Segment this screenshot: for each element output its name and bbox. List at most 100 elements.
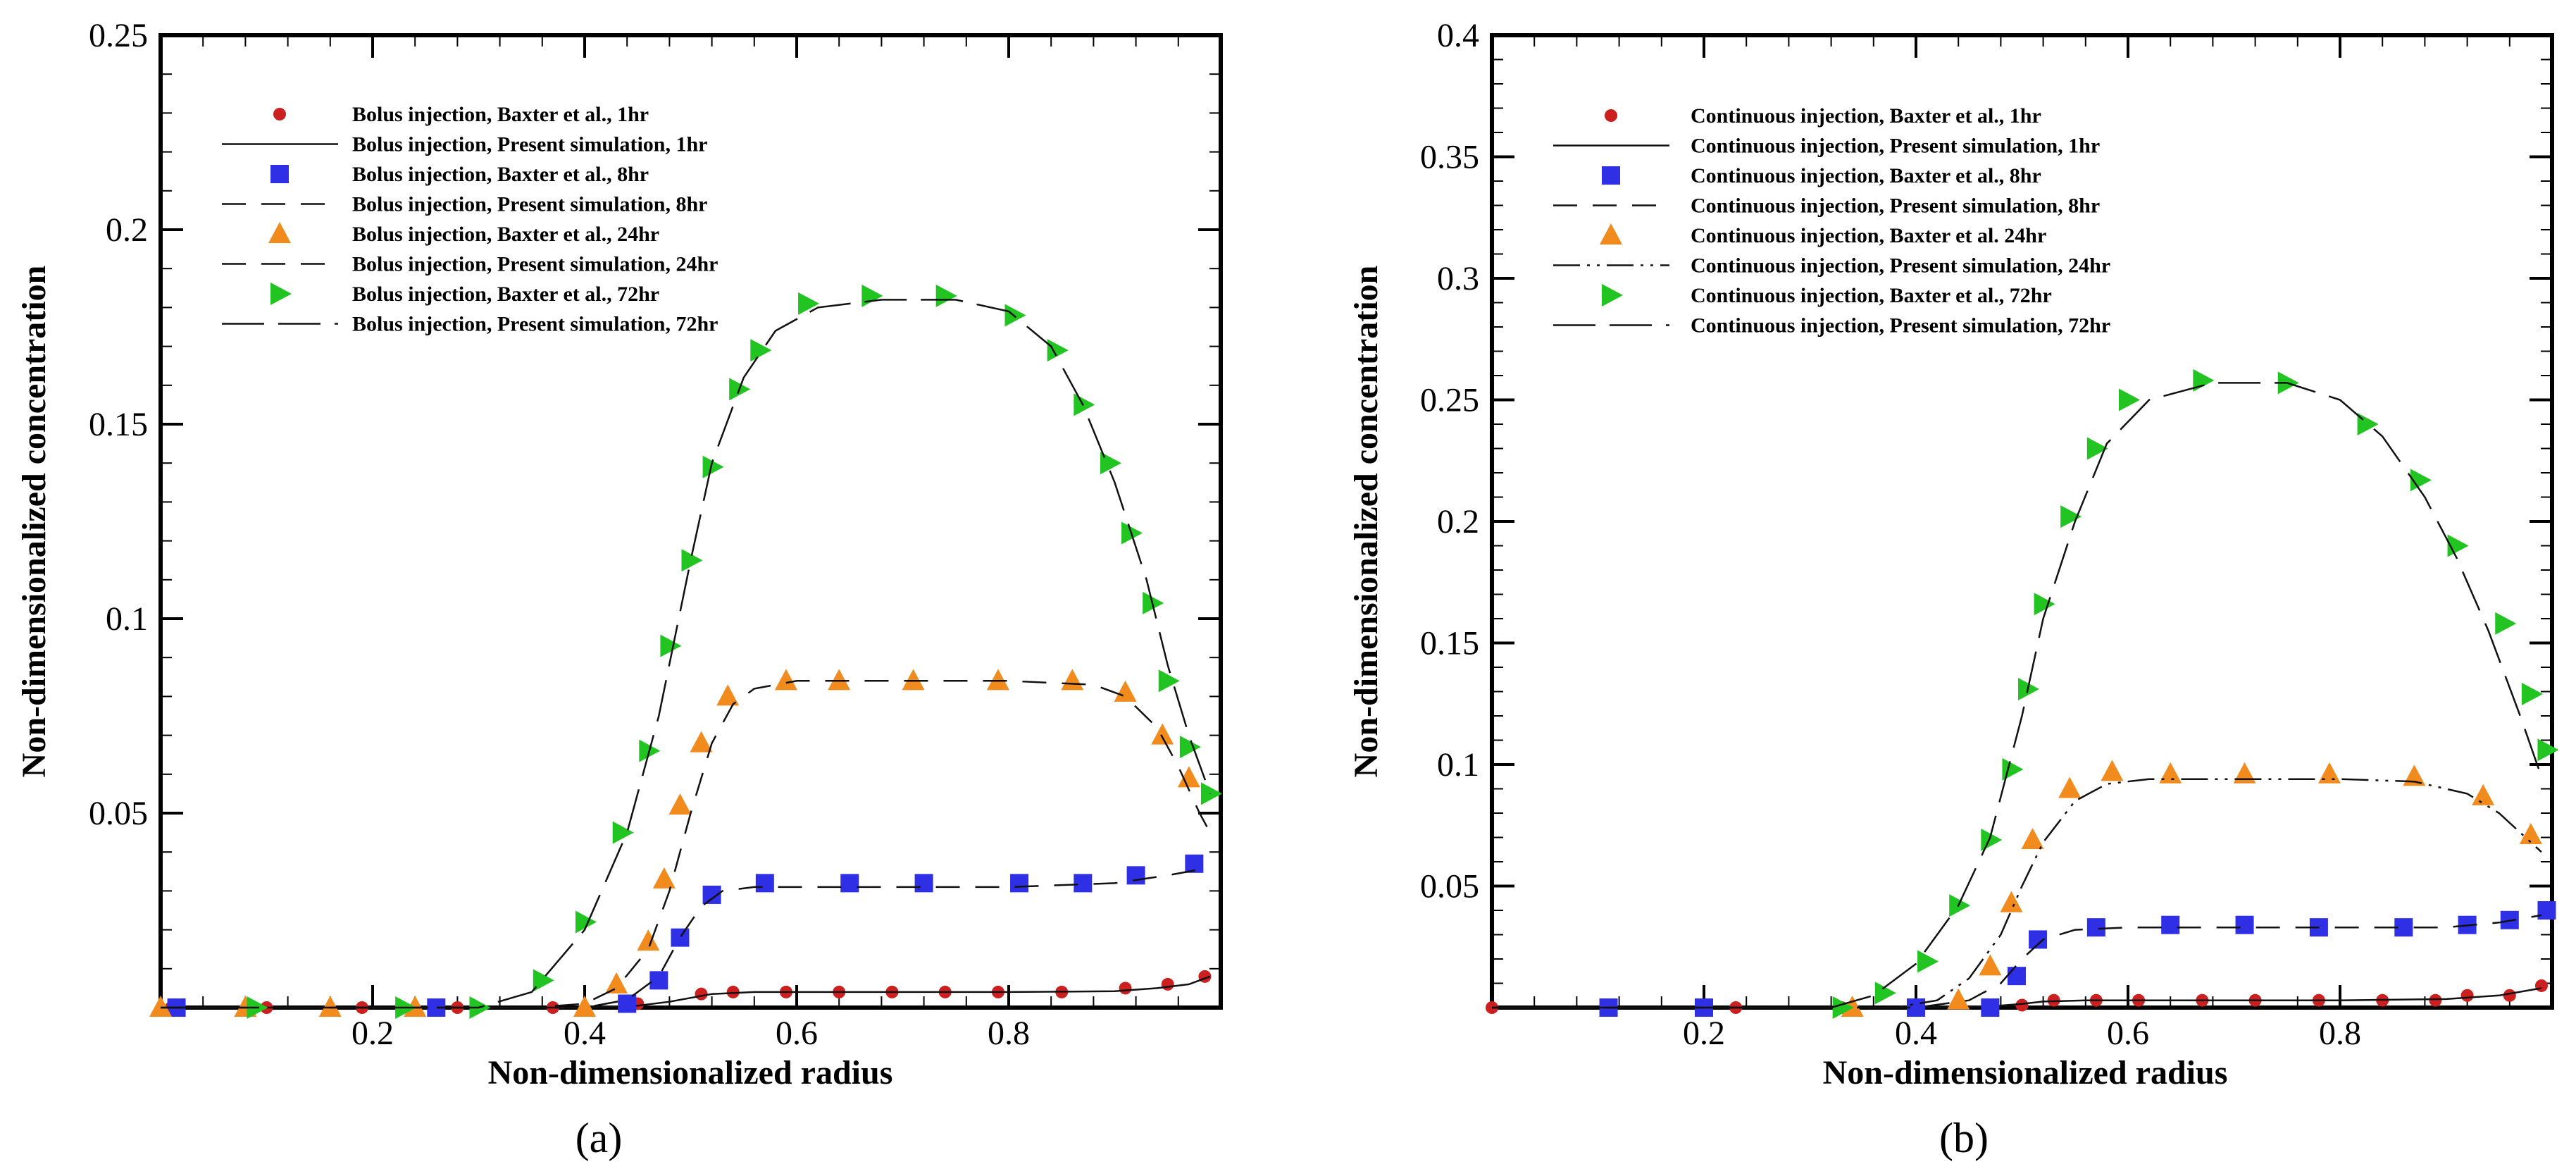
- legend-entry: Continuous injection, Present simulation…: [1691, 254, 2110, 278]
- legend-entry: Continuous injection, Baxter et al., 72h…: [1691, 284, 2052, 307]
- x-tick-label: 0.2: [1683, 1015, 1725, 1052]
- legend-entry: Continuous injection, Present simulation…: [1691, 194, 2100, 218]
- data-point: [1179, 736, 1201, 759]
- y-tick-label: 0.05: [89, 795, 148, 832]
- series-line: [161, 975, 1211, 1009]
- legend-swatch: [1602, 284, 1623, 307]
- data-point: [681, 549, 703, 572]
- data-point: [2007, 967, 2026, 986]
- data-point: [1074, 393, 1095, 416]
- data-point: [1161, 977, 1174, 991]
- series-7: [1832, 369, 2559, 1019]
- data-point: [1158, 669, 1180, 693]
- data-point: [2537, 738, 2559, 762]
- data-point: [2159, 762, 2182, 784]
- legend-entry: Bolus injection, Present simulation, 8hr: [352, 193, 707, 216]
- data-point: [828, 669, 851, 691]
- data-point: [2086, 918, 2105, 937]
- data-point: [2495, 612, 2517, 635]
- series-line: [161, 299, 1212, 1009]
- data-point: [2002, 757, 2024, 781]
- data-point: [695, 987, 708, 1001]
- data-point: [726, 985, 740, 998]
- data-point: [2021, 827, 2044, 849]
- data-point: [1947, 988, 1970, 1010]
- series-line: [161, 867, 1211, 1009]
- data-point: [149, 996, 172, 1017]
- data-point: [1074, 874, 1093, 893]
- data-point: [914, 874, 933, 893]
- series-4: [161, 867, 1211, 1009]
- legend-entry: Bolus injection, Baxter et al., 1hr: [352, 103, 649, 126]
- data-point: [2521, 682, 2543, 705]
- data-point: [533, 969, 554, 992]
- data-point: [1119, 982, 1132, 995]
- series-6: [161, 680, 1212, 1009]
- data-point: [774, 669, 797, 691]
- data-point: [1004, 304, 1026, 327]
- y-tick-label: 0.05: [1420, 868, 1479, 905]
- legend-swatch: [270, 283, 292, 305]
- data-point: [2101, 760, 2124, 781]
- y-axis-title: Non-dimensionalized concentration: [1348, 266, 1385, 778]
- data-point: [1114, 680, 1137, 702]
- data-point: [1874, 982, 1896, 1005]
- data-point: [755, 874, 774, 893]
- data-point: [2537, 901, 2556, 920]
- series-line: [161, 680, 1212, 1009]
- data-point: [2235, 915, 2254, 934]
- legend-entry: Continuous injection, Baxter et al., 1hr: [1691, 104, 2041, 128]
- data-point: [618, 994, 637, 1013]
- series-8: [1492, 382, 2543, 1009]
- data-point: [605, 972, 628, 994]
- x-tick-label: 0.8: [2319, 1015, 2361, 1052]
- panel-b: 0.2 0.4 0.6 0.8 0.05 0.1 0.15 0.2 0.25 0.3 0.35 0.4…: [1348, 17, 2559, 1161]
- panel-label: (b): [1939, 1115, 1989, 1161]
- data-point: [2161, 915, 2180, 934]
- y-tick-label: 0.1: [106, 600, 148, 638]
- data-point: [702, 455, 724, 478]
- data-point: [2317, 762, 2341, 784]
- series-5: [1841, 760, 2542, 1017]
- y-tick-label: 0.2: [1437, 503, 1479, 540]
- data-point: [2519, 823, 2542, 845]
- y-axis-title: Non-dimensionalized concentration: [15, 266, 53, 778]
- x-tick-label: 0.8: [988, 1015, 1030, 1052]
- data-point: [1979, 954, 2002, 976]
- data-point: [2000, 891, 2023, 912]
- legend-entry: Bolus injection, Baxter et al., 8hr: [352, 163, 649, 186]
- data-point: [750, 339, 772, 362]
- legend-swatch: [1600, 223, 1622, 245]
- data-point: [612, 821, 634, 844]
- series-2: [161, 975, 1211, 1009]
- series-7: [247, 284, 1222, 1019]
- data-point: [798, 292, 820, 315]
- legend-swatch: [1602, 166, 1620, 185]
- x-tick-label: 0.4: [1895, 1015, 1937, 1052]
- y-tick-label: 0.35: [1420, 139, 1479, 176]
- series-line: [1492, 382, 2543, 1009]
- plot-frame: [158, 33, 1223, 1010]
- data-point: [1949, 894, 1971, 917]
- data-point: [660, 634, 682, 657]
- data-point: [1832, 996, 1854, 1019]
- data-point: [671, 928, 690, 947]
- y-tick-label: 0.4: [1437, 17, 1479, 54]
- data-point: [2193, 369, 2215, 392]
- legend-entry: Continuous injection, Present simulation…: [1691, 314, 2110, 338]
- y-tick-label: 0.15: [89, 406, 148, 443]
- data-point: [1126, 866, 1145, 885]
- data-point: [652, 867, 676, 889]
- data-point: [2534, 979, 2548, 992]
- x-axis-title: Non-dimensionalized radius: [1823, 1054, 2228, 1091]
- data-point: [1061, 669, 1084, 691]
- data-point: [2086, 437, 2108, 460]
- legend-entry: Bolus injection, Present simulation, 1hr: [352, 133, 707, 156]
- data-point: [2015, 998, 2029, 1012]
- data-point: [2410, 469, 2432, 492]
- data-point: [2233, 762, 2256, 784]
- legend-entry: Bolus injection, Present simulation, 24h…: [352, 253, 718, 276]
- data-point: [2060, 505, 2082, 528]
- legend-entry: Bolus injection, Baxter et al., 72hr: [352, 283, 659, 306]
- panel-a: 0.2 0.4 0.6 0.8 0.05 0.1 0.15 0.2 0.25 Bolus inje…: [15, 17, 1223, 1161]
